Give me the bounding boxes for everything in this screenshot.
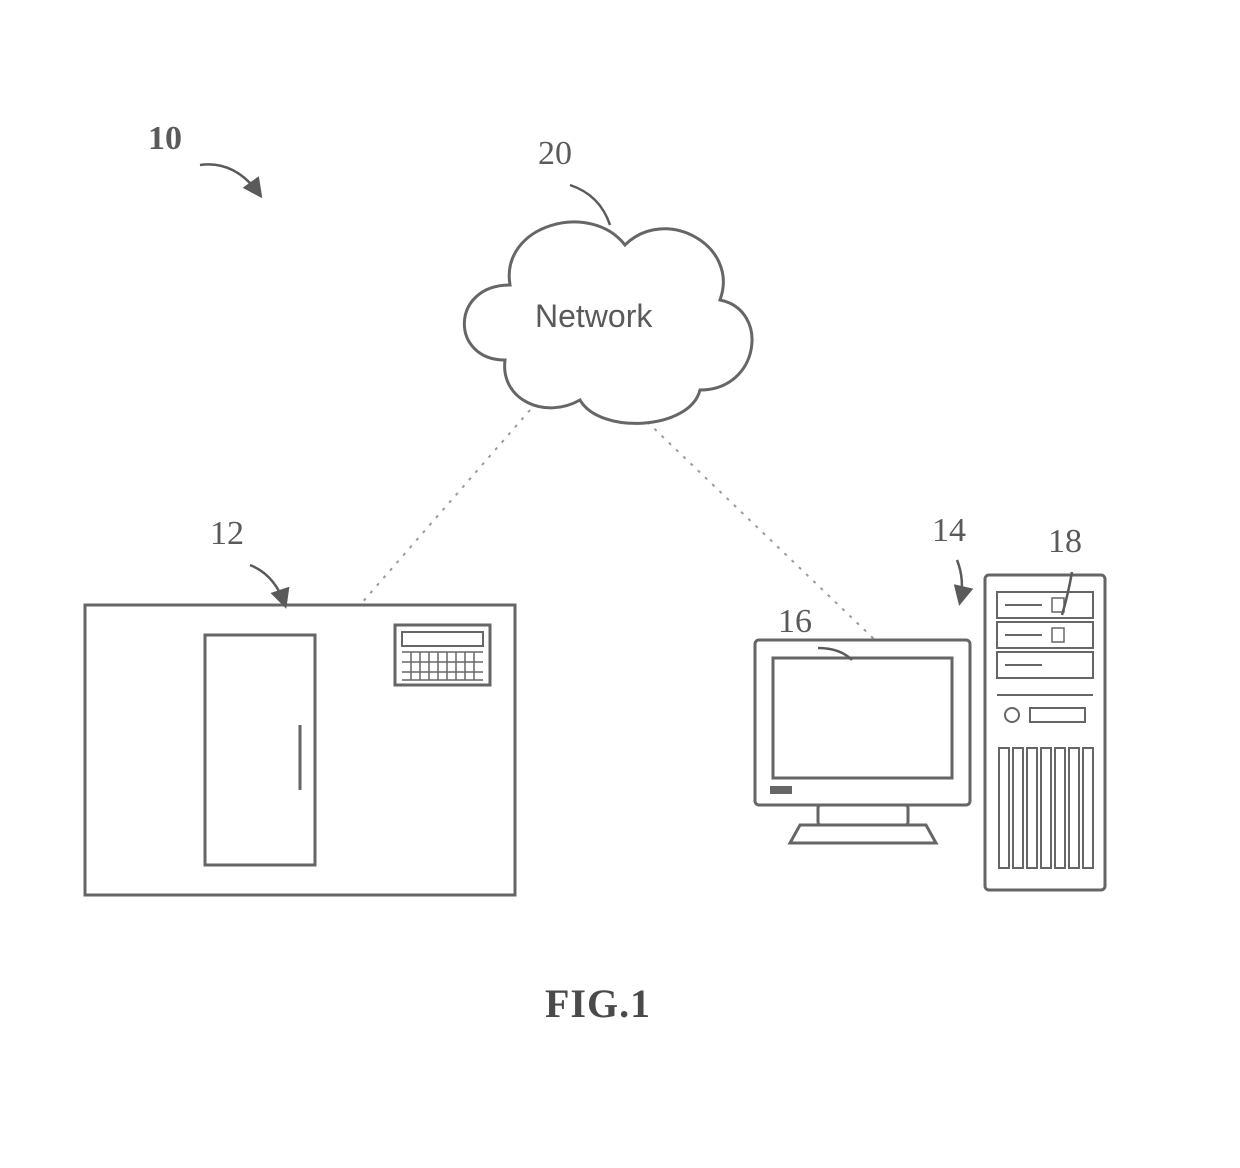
- cloud-label: Network: [535, 298, 652, 335]
- leader-14: [957, 560, 962, 602]
- figure-canvas: 10 20 12 14 16 18 Network FIG.1: [0, 0, 1240, 1168]
- server-cabinet: [85, 605, 515, 895]
- computer-tower: [985, 575, 1105, 890]
- ref-label-18: 18: [1048, 523, 1082, 561]
- link-cloud-cabinet: [360, 410, 530, 605]
- monitor-bezel: [755, 640, 970, 805]
- ref-label-16: 16: [778, 603, 812, 641]
- figure-title: FIG.1: [545, 980, 651, 1027]
- ref-label-12: 12: [210, 515, 244, 553]
- monitor-led-icon: [770, 786, 792, 794]
- ref-label-10: 10: [148, 120, 182, 158]
- monitor-base: [790, 825, 936, 843]
- ref-label-14: 14: [932, 512, 966, 550]
- ref-label-20: 20: [538, 135, 572, 173]
- leader-20: [570, 185, 610, 225]
- leader-10: [200, 164, 260, 195]
- link-cloud-client: [640, 415, 875, 640]
- monitor-neck: [818, 805, 908, 825]
- monitor: [755, 640, 970, 843]
- leader-12: [250, 565, 285, 605]
